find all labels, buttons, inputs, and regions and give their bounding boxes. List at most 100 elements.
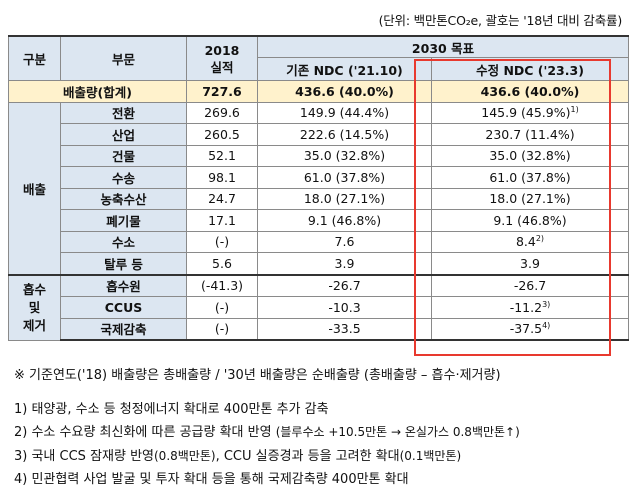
existing-ndc-cell: 35.0 (32.8%) <box>257 144 432 167</box>
total-existing: 436.6 (40.0%) <box>257 80 432 103</box>
emission-rows: 배출 전환 269.6 149.9 (44.4%) 145.9 (45.9%)1) 산업 2… <box>8 101 629 275</box>
table-row: CCUS (-) -10.3 -11.23) <box>9 296 629 319</box>
note-2-detail: (블루수소 +10.5만톤 → 온실가스 0.8백만톤↑) <box>275 425 520 439</box>
actual-2018-cell: (-41.3) <box>186 273 258 297</box>
actual-2018-cell: 52.1 <box>186 144 258 167</box>
existing-ndc-cell: -10.3 <box>257 296 432 319</box>
group-label-line: 흡수 <box>22 281 46 297</box>
total-actual: 727.6 <box>186 80 258 103</box>
revised-cell: 9.1 (46.8%) <box>431 209 629 232</box>
removal-rows: 흡수 및 제거 흡수원 (-41.3) -26.7 -26.7 CCUS (-) -10.3 -11… <box>8 273 629 341</box>
revised-cell: 8.42) <box>431 230 629 253</box>
ndc-table: 구분 부문 2018 실적 2030 목표 기존 NDC ('21.10) 수정… <box>8 35 629 341</box>
existing-ndc-cell: 3.9 <box>257 252 432 275</box>
header-2018: 2018 실적 <box>186 35 258 81</box>
revised-cell: 145.9 (45.9%)1) <box>431 101 629 124</box>
group-label-line: 및 <box>28 299 41 315</box>
actual-2018-cell: 98.1 <box>186 166 258 189</box>
revised-cell: 230.7 (11.4%) <box>431 123 629 146</box>
existing-ndc-cell: -33.5 <box>257 317 432 341</box>
actual-2018-cell: 24.7 <box>186 187 258 210</box>
sector-label: 전환 <box>60 101 187 124</box>
existing-ndc-cell: 61.0 (37.8%) <box>257 166 432 189</box>
sector-label: 농축수산 <box>60 187 187 210</box>
note-3-text-b: , CCU 실증경과 등을 고려한 확대 <box>215 448 400 464</box>
header-category: 구분 <box>8 35 61 81</box>
revised-value: 18.0 (27.1%) <box>489 191 571 207</box>
revised-value: 230.7 (11.4%) <box>485 126 575 142</box>
header-2018-label: 실적 <box>210 59 234 75</box>
sector-label: 흡수원 <box>60 273 187 297</box>
revised-cell: -26.7 <box>431 273 629 297</box>
revised-value: 35.0 (32.8%) <box>489 148 571 164</box>
revised-value: 61.0 (37.8%) <box>489 169 571 185</box>
actual-2018-cell: 269.6 <box>186 101 258 124</box>
sector-label: CCUS <box>60 296 187 319</box>
note-4: 4) 민관협력 사업 발굴 및 투자 확대 등을 통해 국제감축량 400만톤 … <box>14 472 409 487</box>
note-3-detail-b: (0.1백만톤) <box>399 448 462 463</box>
header-sector: 부문 <box>60 35 187 81</box>
sector-label: 탈루 등 <box>60 252 187 275</box>
table-row: 수송 98.1 61.0 (37.8%) 61.0 (37.8%) <box>9 166 629 189</box>
table-row: 폐기물 17.1 9.1 (46.8%) 9.1 (46.8%) <box>9 209 629 232</box>
table-row: 국제감축 (-) -33.5 -37.54) <box>9 317 629 341</box>
revised-value: 8.4 <box>515 234 536 250</box>
sector-label: 건물 <box>60 144 187 167</box>
group-label-emission: 배출 <box>8 101 61 275</box>
revised-value: 145.9 (45.9%) <box>481 105 571 121</box>
table-row: 건물 52.1 35.0 (32.8%) 35.0 (32.8%) <box>9 144 629 167</box>
table-row: 산업 260.5 222.6 (14.5%) 230.7 (11.4%) <box>9 123 629 146</box>
footnote-marker: 4) <box>542 321 551 331</box>
actual-2018-cell: (-) <box>186 230 258 253</box>
actual-2018-cell: 260.5 <box>186 123 258 146</box>
actual-2018-cell: (-) <box>186 296 258 319</box>
unit-note: (단위: 백만톤CO₂e, 괄호는 '18년 대비 감축률) <box>378 13 623 28</box>
footnote-marker: 3) <box>542 299 551 309</box>
actual-2018-cell: 17.1 <box>186 209 258 232</box>
group-label-line: 제거 <box>22 317 46 333</box>
table-row: 배출 전환 269.6 149.9 (44.4%) 145.9 (45.9%)1) <box>8 101 629 275</box>
header-2018-year: 2018 <box>204 42 240 58</box>
total-revised: 436.6 (40.0%) <box>431 80 629 103</box>
existing-ndc-cell: 9.1 (46.8%) <box>257 209 432 232</box>
existing-ndc-cell: 222.6 (14.5%) <box>257 123 432 146</box>
revised-value: -26.7 <box>513 278 547 294</box>
note-3-detail-a: (0.8백만톤) <box>154 448 216 463</box>
sector-label: 국제감축 <box>60 317 187 341</box>
footnote-marker: 1) <box>570 105 579 115</box>
sector-label: 산업 <box>60 123 187 146</box>
revised-cell: 3.9 <box>431 252 629 275</box>
revised-cell: -37.54) <box>431 317 629 341</box>
sector-label: 폐기물 <box>60 209 187 232</box>
revised-value: 3.9 <box>520 255 540 271</box>
revised-value: -37.5 <box>509 321 543 337</box>
sector-label: 수송 <box>60 166 187 189</box>
revised-cell: -11.23) <box>431 296 629 319</box>
footnote-marker: 2) <box>535 234 545 244</box>
total-label: 배출량(합계) <box>8 80 187 103</box>
actual-2018-cell: (-) <box>186 317 258 341</box>
revised-value: -11.2 <box>509 299 543 315</box>
note-2: 2) 수소 수요량 최신화에 따른 공급량 확대 반영 (블루수소 +10.5만… <box>14 421 520 445</box>
revised-value: 9.1 (46.8%) <box>493 212 567 228</box>
table-row: 흡수 및 제거 흡수원 (-41.3) -26.7 -26.7 <box>8 273 629 341</box>
notes: ※ 기준연도('18) 배출량은 총배출량 / '30년 배출량은 순배출량 (… <box>14 364 520 492</box>
note-main: ※ 기준연도('18) 배출량은 총배출량 / '30년 배출량은 순배출량 (… <box>14 368 501 383</box>
revised-cell: 18.0 (27.1%) <box>431 187 629 210</box>
note-2-text: 2) 수소 수요량 최신화에 따른 공급량 확대 반영 <box>14 425 276 440</box>
sector-label: 수소 <box>60 230 187 253</box>
table-row: 탈루 등 5.6 3.9 3.9 <box>9 252 629 275</box>
note-1: 1) 태양광, 수소 등 청정에너지 확대로 400만톤 추가 감축 <box>14 401 329 417</box>
table-row: 수소 (-) 7.6 8.42) <box>9 230 629 253</box>
existing-ndc-cell: 7.6 <box>257 230 432 253</box>
note-3-text-a: 3) 국내 CCS 잠재량 반영 <box>14 448 154 464</box>
existing-ndc-cell: 18.0 (27.1%) <box>257 187 432 210</box>
header-existing-ndc: 기존 NDC ('21.10) <box>257 57 432 81</box>
actual-2018-cell: 5.6 <box>186 252 258 275</box>
header-revised-ndc: 수정 NDC ('23.3) <box>431 57 629 81</box>
header-2030-target: 2030 목표 <box>257 35 629 58</box>
table-row: 농축수산 24.7 18.0 (27.1%) 18.0 (27.1%) <box>9 187 629 210</box>
existing-ndc-cell: 149.9 (44.4%) <box>257 101 432 124</box>
revised-cell: 35.0 (32.8%) <box>431 144 629 167</box>
